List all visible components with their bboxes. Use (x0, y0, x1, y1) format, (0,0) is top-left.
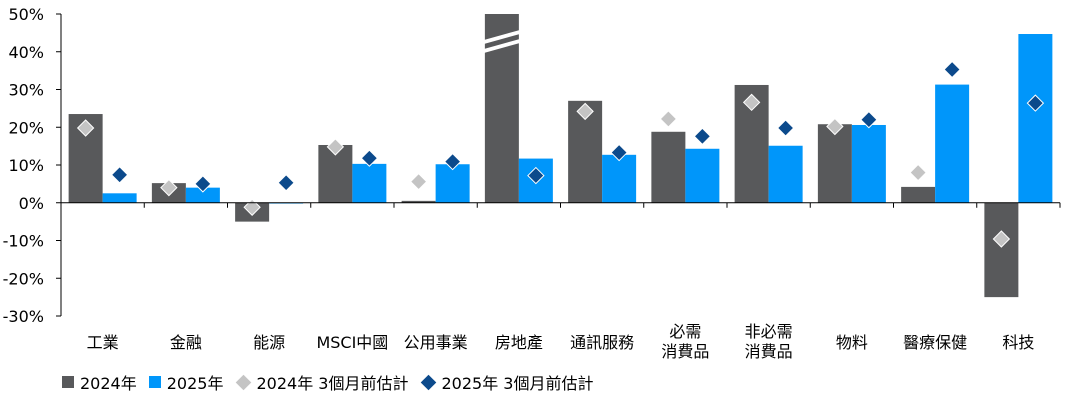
bar-2024年-醫療保健 (901, 186, 936, 203)
bar-2025年-金融 (185, 187, 220, 203)
legend-label-2024-estimate: 2024年 3個月前估計 (256, 374, 409, 393)
legend: 2024年 2025年 2024年 3個月前估計 2025年 3個月前估計 (62, 370, 605, 394)
marker-2024年 3個月前估計-工業 (76, 119, 95, 137)
x-axis (60, 202, 1061, 208)
marker-2024年 3個月前估計-通訊服務 (576, 102, 594, 121)
bar-2025年-科技 (1018, 34, 1053, 203)
marker-2025年 3個月前估計-能源 (277, 174, 295, 192)
legend-label-2025-estimate: 2025年 3個月前估計 (441, 374, 594, 393)
x-tick-label: 房地產 (495, 333, 543, 352)
y-axis: 50% 40% 30% 20% 10% 0% -10% -20% -30% (3, 5, 62, 326)
marker-2024年 3個月前估計-公用事業 (409, 172, 428, 191)
bar-2025年-物料 (851, 124, 886, 203)
bar-2025年-醫療保健 (935, 84, 970, 203)
marker-2024年 3個月前估計-醫療保健 (909, 163, 927, 182)
x-tick-label: 科技 (1002, 333, 1034, 352)
bar-2025年-工業 (102, 193, 137, 203)
y-tick-label: -20% (3, 269, 44, 288)
marker-2025年 3個月前估計-科技 (1026, 94, 1045, 112)
bar-2024年-科技 (984, 202, 1019, 298)
markers (76, 60, 1045, 248)
bar-2024年-必需消費品 (651, 131, 686, 203)
marker-2025年 3個月前估計-必需消費品 (693, 127, 712, 146)
marker-2025年 3個月前估計-金融 (194, 175, 212, 193)
legend-label-2024: 2024年 (80, 374, 137, 393)
x-tick-label: 非必需消費品 (745, 322, 793, 361)
y-tick-label: 30% (8, 81, 44, 100)
legend-swatch-2025 (148, 376, 161, 388)
y-tick-label: 0% (19, 194, 44, 213)
bar-2024年-公用事業 (401, 200, 436, 203)
y-tick-label: 20% (8, 118, 44, 137)
legend-swatch-2024 (62, 376, 74, 388)
x-tick-label: 通訊服務 (570, 333, 634, 352)
x-tick-label: MSCI中國 (316, 333, 388, 352)
marker-2025年 3個月前估計-MSCI中國 (360, 149, 379, 167)
marker-2024年 3個月前估計-能源 (243, 198, 261, 216)
marker-2025年 3個月前估計-工業 (110, 166, 129, 184)
legend-swatch-2025-estimate (421, 374, 437, 390)
x-tick-label: 公用事業 (404, 333, 468, 352)
marker-2025年 3個月前估計-非必需消費品 (776, 119, 795, 137)
marker-2024年 3個月前估計-金融 (160, 178, 178, 197)
y-tick-label: -10% (3, 232, 44, 251)
marker-2024年 3個月前估計-必需消費品 (659, 110, 678, 128)
legend-item-2025-estimate: 2025年 3個月前估計 (420, 370, 593, 394)
x-tick-label: 必需消費品 (661, 322, 709, 361)
x-tick-label: 醫療保健 (903, 333, 967, 352)
marker-2024年 3個月前估計-MSCI中國 (326, 138, 345, 156)
axis-break-mark (483, 39, 520, 53)
bar-2025年-通訊服務 (602, 154, 637, 203)
marker-2025年 3個月前估計-醫療保健 (943, 60, 961, 79)
marker-2024年 3個月前估計-非必需消費品 (742, 93, 761, 112)
marker-2025年 3個月前估計-物料 (860, 110, 878, 129)
bar-2024年-物料 (817, 124, 852, 203)
y-tick-label: 10% (8, 156, 44, 175)
bar-2025年-公用事業 (435, 164, 470, 203)
legend-item-2025: 2025年 (148, 370, 224, 394)
legend-item-2024-estimate: 2024年 3個月前估計 (235, 370, 408, 394)
axis-break-mark (483, 30, 520, 44)
legend-item-2024: 2024年 (62, 370, 137, 394)
legend-swatch-2024-estimate (236, 374, 252, 390)
marker-2024年 3個月前估計-科技 (992, 230, 1011, 248)
x-tick-label: 物料 (836, 333, 868, 352)
y-tick-label: -30% (3, 307, 44, 326)
legend-label-2025: 2025年 (166, 374, 224, 393)
marker-2024年 3個月前估計-物料 (826, 117, 844, 136)
bars (68, 14, 1053, 298)
x-tick-label: 工業 (87, 333, 119, 352)
x-tick-label: 能源 (253, 333, 285, 352)
bar-2025年-MSCI中國 (352, 163, 387, 203)
y-tick-label: 40% (8, 43, 44, 62)
bar-2025年-非必需消費品 (768, 145, 803, 203)
x-tick-label: 金融 (170, 333, 202, 352)
marker-2025年 3個月前估計-公用事業 (443, 152, 462, 171)
marker-2025年 3個月前估計-通訊服務 (610, 143, 628, 162)
bar-2025年-必需消費品 (685, 148, 720, 203)
chart: 50% 40% 30% 20% 10% 0% -10% -20% -30% 工業 金融 能源 MSCI… (3, 5, 1061, 361)
y-tick-label: 50% (8, 5, 44, 24)
marker-2025年 3個月前估計-房地產 (527, 166, 545, 185)
